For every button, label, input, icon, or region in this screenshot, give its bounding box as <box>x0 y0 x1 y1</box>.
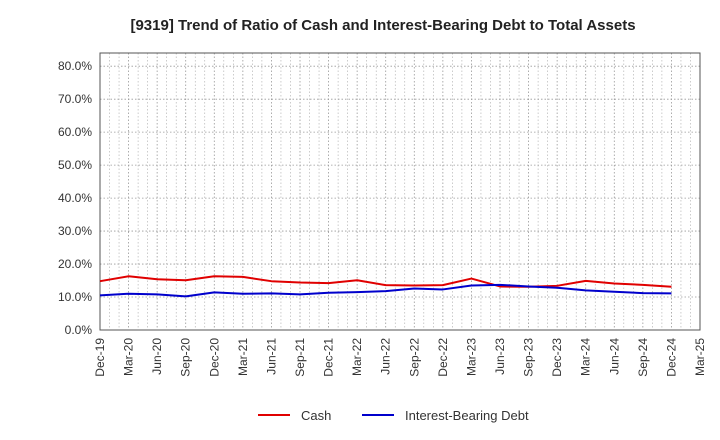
plot-border <box>99 52 701 331</box>
x-tick-label: Mar-24 <box>579 338 593 376</box>
x-tick-label: Dec-24 <box>664 338 678 377</box>
plot-area: Dec-19 Mar-20 Jun-20 Sep-20 Dec-20 Mar-21 Jun-… <box>58 52 707 377</box>
y-tick-label: 50.0% <box>58 158 92 172</box>
x-tick-label: Jun-22 <box>379 338 393 375</box>
series-line-interest-bearing-debt <box>99 283 672 298</box>
y-tick-label: 0.0% <box>65 323 93 337</box>
y-tick-label: 70.0% <box>58 92 92 106</box>
x-tick-label: Sep-21 <box>293 338 307 377</box>
x-tick-label: Jun-23 <box>493 338 507 375</box>
x-tick-label: Dec-21 <box>322 338 336 377</box>
x-tick-label: Sep-22 <box>407 338 421 377</box>
y-tick-label: 40.0% <box>58 191 92 205</box>
x-tick-label: Jun-24 <box>607 338 621 375</box>
x-tick-label: Mar-23 <box>464 338 478 376</box>
y-tick-label: 20.0% <box>58 257 92 271</box>
y-tick-label: 10.0% <box>58 290 92 304</box>
y-tick-label: 80.0% <box>58 59 92 73</box>
x-tick-label: Sep-24 <box>636 338 650 377</box>
x-tick-label: Dec-23 <box>550 338 564 377</box>
x-tick-label: Mar-21 <box>236 338 250 376</box>
x-tick-label: Mar-25 <box>693 338 707 376</box>
x-tick-label: Jun-21 <box>264 338 278 375</box>
legend-label-interest-bearing-debt: Interest-Bearing Debt <box>405 408 529 423</box>
x-tick-label: Dec-20 <box>207 338 221 377</box>
y-tick-label: 60.0% <box>58 125 92 139</box>
x-tick-label: Sep-20 <box>179 338 193 377</box>
x-tick-label: Jun-20 <box>150 338 164 375</box>
y-tick-label: 30.0% <box>58 224 92 238</box>
legend: Cash Interest-Bearing Debt <box>258 408 529 423</box>
x-tick-label: Mar-20 <box>122 338 136 376</box>
chart-title: [9319] Trend of Ratio of Cash and Intere… <box>130 17 635 34</box>
x-tick-label: Dec-19 <box>93 338 107 377</box>
legend-label-cash: Cash <box>301 408 331 423</box>
x-tick-label: Dec-22 <box>436 338 450 377</box>
series-line-cash <box>99 275 672 288</box>
x-tick-label: Mar-22 <box>350 338 364 376</box>
x-tick-label: Sep-23 <box>522 338 536 377</box>
